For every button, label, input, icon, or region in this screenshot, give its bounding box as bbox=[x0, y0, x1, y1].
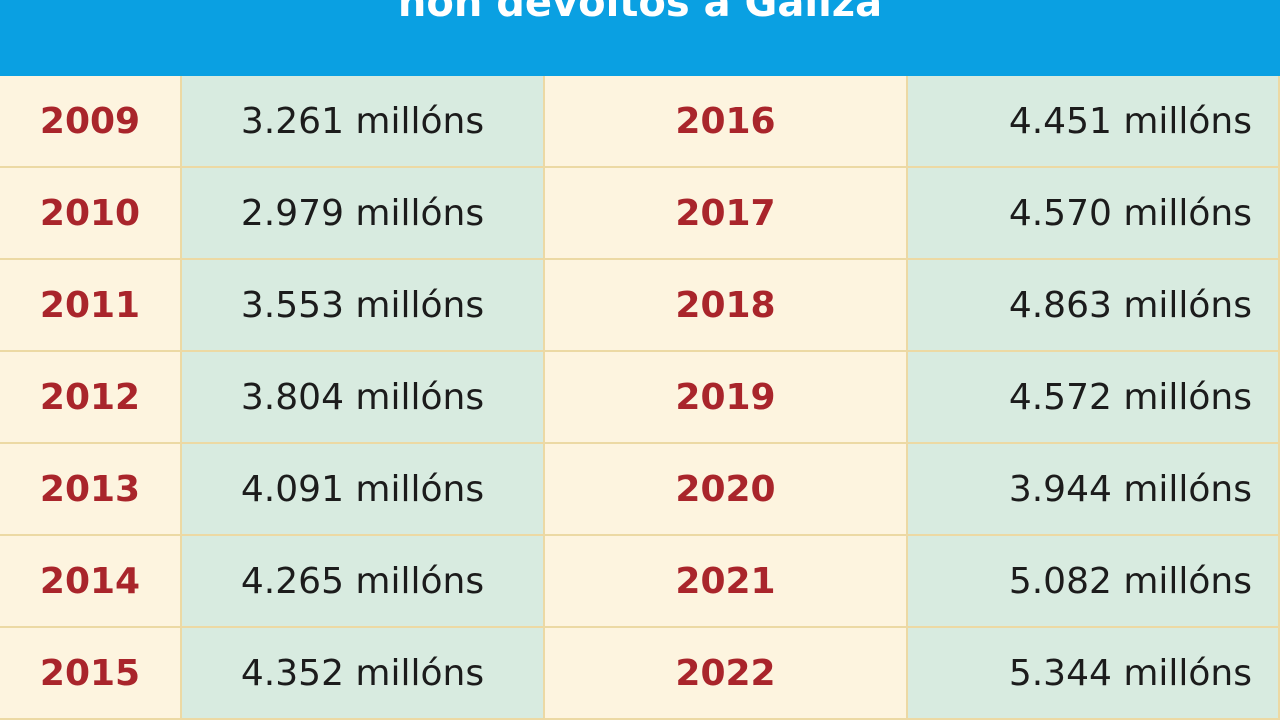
value-cell: 4.863 millóns bbox=[908, 260, 1280, 352]
year-cell: 2010 bbox=[0, 168, 182, 260]
value-cell: 4.451 millóns bbox=[908, 76, 1280, 168]
title-banner: non devoltos a Galiza bbox=[0, 0, 1280, 76]
year-cell: 2020 bbox=[545, 444, 908, 536]
value-cell: 3.804 millóns bbox=[182, 352, 545, 444]
value-cell: 5.344 millóns bbox=[908, 628, 1280, 720]
value-cell: 4.265 millóns bbox=[182, 536, 545, 628]
year-cell: 2017 bbox=[545, 168, 908, 260]
year-cell: 2012 bbox=[0, 352, 182, 444]
value-cell: 2.979 millóns bbox=[182, 168, 545, 260]
value-cell: 4.091 millóns bbox=[182, 444, 545, 536]
year-cell: 2014 bbox=[0, 536, 182, 628]
value-cell: 4.572 millóns bbox=[908, 352, 1280, 444]
value-cell: 4.352 millóns bbox=[182, 628, 545, 720]
year-cell: 2022 bbox=[545, 628, 908, 720]
value-cell: 4.570 millóns bbox=[908, 168, 1280, 260]
chart-title: non devoltos a Galiza bbox=[397, 0, 883, 26]
year-cell: 2018 bbox=[545, 260, 908, 352]
year-cell: 2019 bbox=[545, 352, 908, 444]
year-cell: 2009 bbox=[0, 76, 182, 168]
value-cell: 3.944 millóns bbox=[908, 444, 1280, 536]
value-cell: 3.553 millóns bbox=[182, 260, 545, 352]
year-cell: 2013 bbox=[0, 444, 182, 536]
year-cell: 2011 bbox=[0, 260, 182, 352]
value-cell: 3.261 millóns bbox=[182, 76, 545, 168]
year-cell: 2015 bbox=[0, 628, 182, 720]
data-table: 2009 3.261 millóns 2016 4.451 millóns 2010 2.… bbox=[0, 76, 1280, 720]
year-cell: 2021 bbox=[545, 536, 908, 628]
value-cell: 5.082 millóns bbox=[908, 536, 1280, 628]
year-cell: 2016 bbox=[545, 76, 908, 168]
